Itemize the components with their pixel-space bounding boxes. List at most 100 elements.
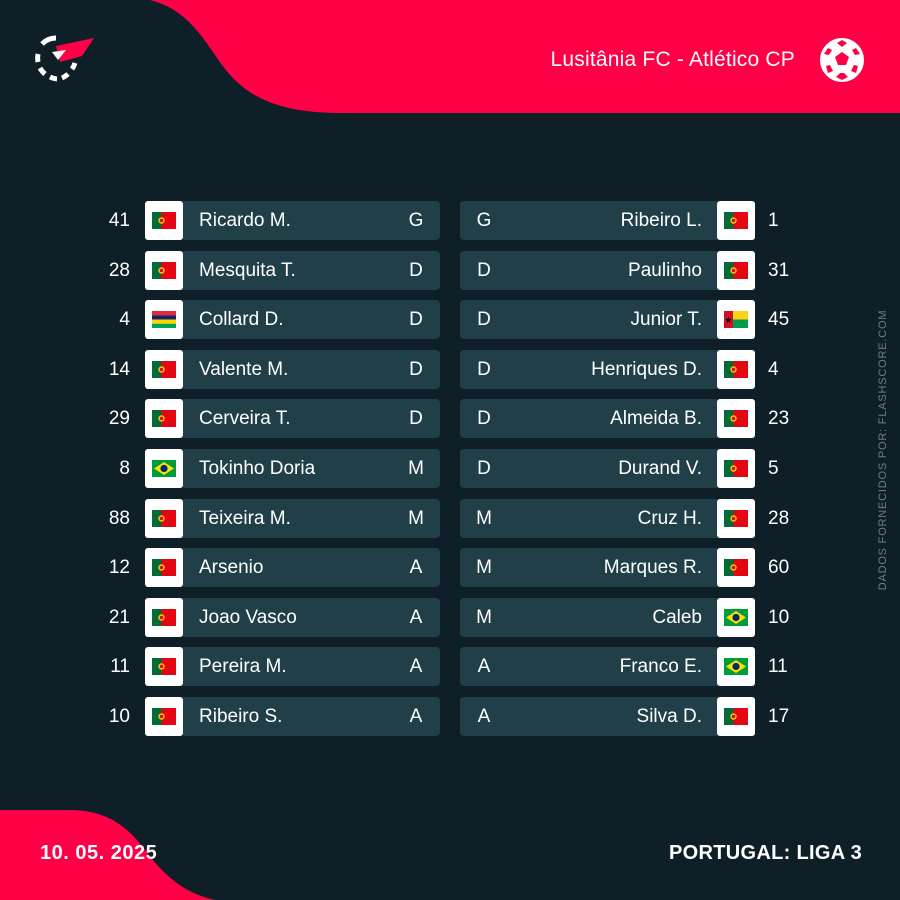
portugal-flag-icon	[152, 608, 176, 626]
portugal-flag-icon	[724, 559, 748, 577]
shirt-number: 60	[768, 557, 790, 579]
nationality-flag	[145, 498, 183, 538]
portugal-flag-icon	[152, 658, 176, 676]
shirt-number: 14	[108, 358, 130, 380]
portugal-flag-icon	[152, 559, 176, 577]
data-provider-credit: DADOS FORNECIDOS POR: FLASHSCORE.COM	[877, 309, 889, 591]
player-bar	[183, 448, 440, 488]
player-name[interactable]: Caleb	[652, 606, 702, 628]
guinea-bissau-flag-icon	[724, 311, 748, 329]
player-bar	[183, 399, 440, 439]
player-name[interactable]: Cruz H.	[637, 507, 702, 529]
player-position: D	[409, 259, 423, 281]
player-position: M	[408, 457, 424, 479]
player-row: 23 Almeida B. D	[460, 399, 810, 439]
match-title: Lusitânia FC - Atlético CP	[550, 48, 795, 71]
player-row: 45 Junior T. D	[460, 300, 810, 340]
player-row: 10 Ribeiro S. A	[90, 696, 440, 736]
player-name[interactable]: Franco E.	[619, 656, 702, 678]
portugal-flag-icon	[724, 212, 748, 229]
player-name[interactable]: Collard D.	[199, 309, 284, 331]
player-position: D	[477, 259, 491, 281]
player-bar	[460, 498, 717, 538]
player-name[interactable]: Ribeiro L.	[620, 210, 702, 231]
player-name[interactable]: Durand V.	[618, 457, 702, 479]
player-row: 5 Durand V. D	[460, 448, 810, 488]
player-name[interactable]: Henriques D.	[591, 358, 702, 380]
shirt-number: 1	[768, 210, 779, 231]
shirt-number: 17	[768, 705, 790, 727]
shirt-number: 23	[768, 408, 790, 430]
player-bar	[183, 300, 440, 340]
mauritius-flag-icon	[152, 311, 176, 329]
player-bar	[460, 300, 717, 340]
portugal-flag-icon	[724, 410, 748, 428]
nationality-flag	[717, 201, 755, 240]
player-bar	[460, 548, 717, 588]
player-position: M	[476, 507, 492, 529]
nationality-flag	[145, 300, 183, 340]
player-bar	[183, 201, 440, 240]
nationality-flag	[145, 548, 183, 588]
nationality-flag	[145, 647, 183, 687]
player-name[interactable]: Cerveira T.	[199, 408, 291, 430]
player-name[interactable]: Tokinho Doria	[199, 457, 316, 479]
nationality-flag	[145, 399, 183, 439]
flashscore-logo-icon	[35, 35, 94, 82]
player-bar	[460, 448, 717, 488]
brazil-flag-icon	[724, 658, 748, 676]
player-row: 11 Pereira M. A	[90, 647, 440, 687]
player-bar	[183, 548, 440, 588]
nationality-flag	[145, 448, 183, 488]
player-name[interactable]: Ribeiro S.	[199, 705, 283, 727]
nationality-flag	[145, 201, 183, 240]
player-name[interactable]: Almeida B.	[610, 408, 702, 430]
player-bar	[460, 349, 717, 389]
nationality-flag	[145, 597, 183, 637]
player-position: D	[477, 457, 491, 479]
portugal-flag-icon	[724, 707, 748, 725]
shirt-number: 11	[110, 656, 130, 678]
player-position: G	[476, 210, 492, 231]
brazil-flag-icon	[724, 608, 748, 626]
nationality-flag	[717, 498, 755, 538]
player-position: D	[409, 358, 423, 380]
player-row: 12 Arsenio A	[90, 548, 440, 588]
player-bar	[460, 696, 717, 736]
player-bar	[183, 696, 440, 736]
portugal-flag-icon	[152, 360, 176, 378]
player-name[interactable]: Paulinho	[628, 259, 702, 281]
player-row: 10 Caleb M	[460, 597, 810, 637]
player-position: D	[477, 309, 491, 331]
player-row: 11 Franco E. A	[460, 647, 810, 687]
shirt-number: 28	[108, 259, 130, 281]
nationality-flag	[717, 597, 755, 637]
player-name[interactable]: Teixeira M.	[199, 507, 291, 529]
player-name[interactable]: Mesquita T.	[199, 259, 296, 281]
player-name[interactable]: Valente M.	[199, 358, 289, 380]
player-name[interactable]: Pereira M.	[199, 656, 287, 678]
nationality-flag	[717, 250, 755, 290]
shirt-number: 21	[108, 606, 130, 628]
player-position: A	[477, 656, 491, 678]
player-position: A	[409, 656, 423, 678]
shirt-number: 12	[108, 557, 130, 579]
player-name[interactable]: Arsenio	[199, 557, 264, 579]
portugal-flag-icon	[152, 509, 176, 527]
shirt-number: 4	[119, 309, 130, 331]
football-icon	[820, 38, 864, 82]
player-name[interactable]: Junior T.	[630, 309, 702, 331]
player-name[interactable]: Silva D.	[636, 705, 702, 727]
nationality-flag	[717, 300, 755, 340]
shirt-number: 45	[768, 309, 790, 331]
portugal-flag-icon	[724, 509, 748, 527]
shirt-number: 4	[768, 358, 779, 380]
player-name[interactable]: Ricardo M.	[199, 210, 291, 231]
player-row: 1 Ribeiro L. G	[460, 201, 810, 240]
player-name[interactable]: Joao Vasco	[199, 606, 297, 628]
player-bar	[183, 498, 440, 538]
shirt-number: 10	[768, 606, 790, 628]
player-name[interactable]: Marques R.	[603, 557, 702, 579]
player-row: 4 Collard D. D	[90, 300, 440, 340]
match-date: 10. 05. 2025	[40, 842, 158, 864]
